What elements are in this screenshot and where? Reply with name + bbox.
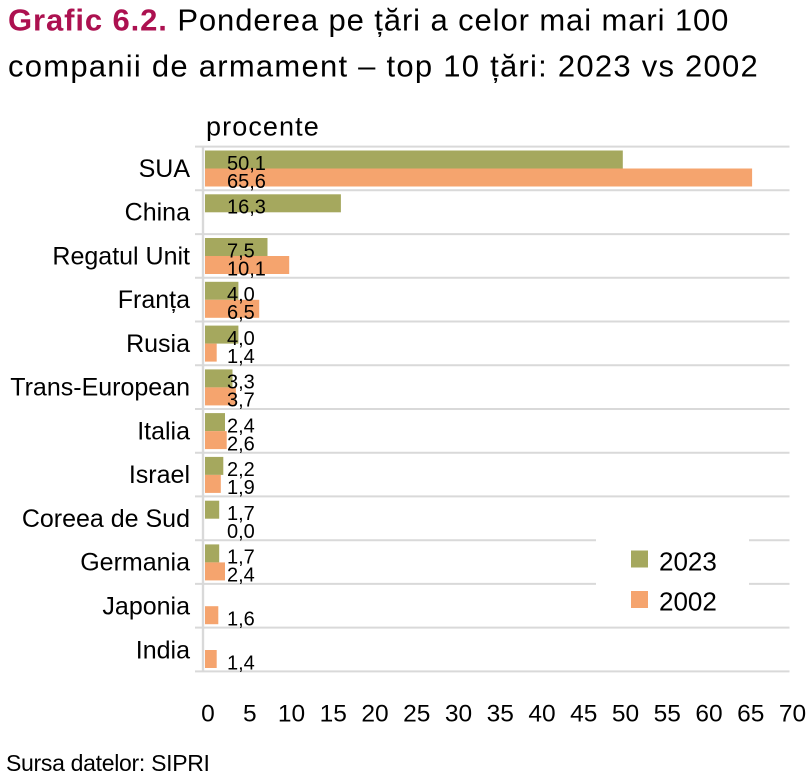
svg-text:Trans-European: Trans-European (10, 374, 190, 402)
svg-text:35: 35 (487, 701, 514, 728)
svg-text:Italia: Italia (137, 417, 190, 445)
svg-text:Grafic 6.2. Ponderea pe țări a: Grafic 6.2. Ponderea pe țări a celor mai… (8, 3, 729, 38)
svg-text:6,5: 6,5 (227, 302, 255, 324)
svg-text:30: 30 (445, 701, 472, 728)
svg-text:Germania: Germania (80, 549, 190, 577)
svg-text:10,1: 10,1 (227, 258, 266, 280)
svg-text:10: 10 (278, 701, 305, 728)
svg-text:50: 50 (612, 701, 639, 728)
svg-text:40: 40 (528, 701, 555, 728)
svg-text:Israel: Israel (129, 461, 190, 489)
svg-text:3,3: 3,3 (227, 372, 255, 394)
svg-text:Franța: Franța (118, 286, 190, 314)
svg-text:SUA: SUA (139, 155, 191, 183)
svg-text:2,4: 2,4 (227, 565, 255, 587)
svg-text:65,6: 65,6 (227, 171, 266, 193)
svg-text:4,0: 4,0 (227, 328, 255, 350)
svg-text:16,3: 16,3 (227, 197, 266, 219)
svg-text:1,7: 1,7 (227, 503, 255, 525)
svg-text:65: 65 (737, 701, 764, 728)
svg-text:2,4: 2,4 (227, 415, 255, 437)
svg-text:2023: 2023 (659, 546, 717, 576)
svg-text:Sursa datelor: SIPRI: Sursa datelor: SIPRI (6, 750, 210, 776)
svg-text:India: India (136, 636, 190, 664)
svg-text:Rusia: Rusia (126, 330, 190, 358)
svg-text:4,0: 4,0 (227, 284, 255, 306)
svg-text:0: 0 (201, 701, 215, 728)
svg-text:1,9: 1,9 (227, 477, 255, 499)
svg-text:45: 45 (570, 701, 597, 728)
svg-text:55: 55 (654, 701, 681, 728)
svg-text:Regatul Unit: Regatul Unit (52, 242, 190, 270)
svg-text:60: 60 (695, 701, 722, 728)
svg-text:20: 20 (361, 701, 388, 728)
svg-text:1,7: 1,7 (227, 547, 255, 569)
svg-text:25: 25 (403, 701, 430, 728)
svg-text:2002: 2002 (659, 586, 717, 616)
svg-text:Japonia: Japonia (102, 593, 190, 621)
svg-text:5: 5 (243, 701, 257, 728)
svg-text:1,6: 1,6 (227, 609, 255, 631)
svg-text:Coreea de Sud: Coreea de Sud (22, 505, 190, 533)
svg-text:2,2: 2,2 (227, 459, 255, 481)
svg-text:procente: procente (206, 112, 320, 142)
svg-text:companii de armament – top 10: companii de armament – top 10 țări: 2023… (8, 49, 759, 84)
svg-text:70: 70 (779, 701, 806, 728)
svg-text:7,5: 7,5 (227, 240, 255, 262)
svg-text:2,6: 2,6 (227, 433, 255, 455)
svg-text:1,4: 1,4 (227, 346, 255, 368)
svg-text:3,7: 3,7 (227, 390, 255, 412)
svg-text:50,1: 50,1 (227, 153, 266, 175)
svg-text:0,0: 0,0 (227, 521, 255, 543)
svg-text:China: China (125, 199, 190, 227)
svg-text:15: 15 (320, 701, 347, 728)
svg-text:1,4: 1,4 (227, 652, 255, 674)
